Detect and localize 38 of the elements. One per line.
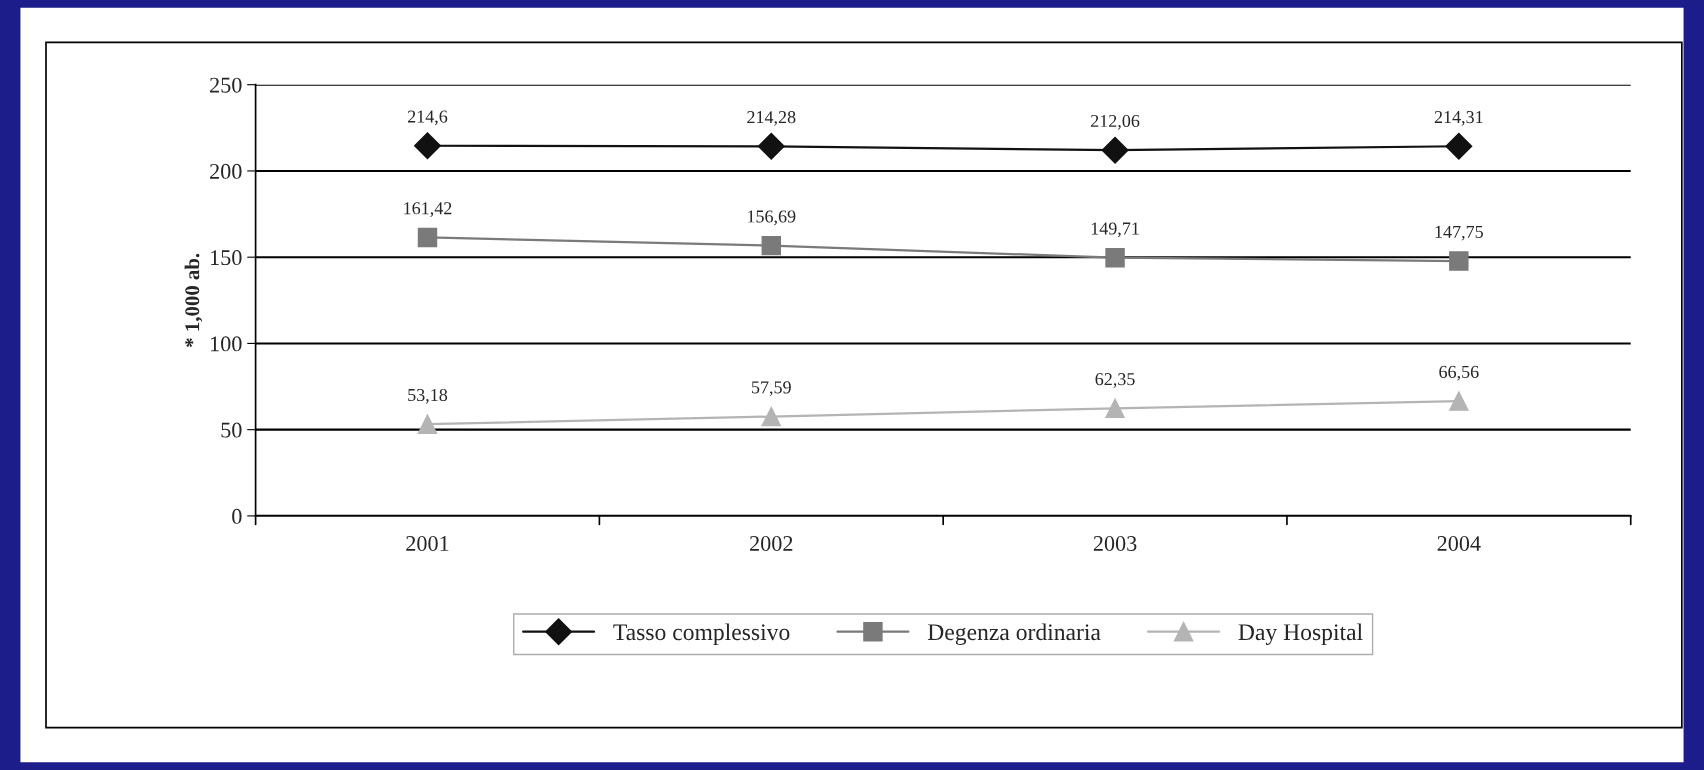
legend-label: Tasso complessivo (613, 623, 790, 645)
x-tick-label: 2004 (1437, 535, 1481, 551)
data-label: 149,71 (1091, 222, 1139, 238)
point (1449, 391, 1469, 411)
point (414, 132, 441, 160)
point (1101, 136, 1129, 164)
data-label: 66,56 (1439, 365, 1479, 381)
legend-label: Degenza ordinaria (927, 623, 1101, 646)
y-tick-label: 250 (210, 77, 242, 93)
data-label: 214,31 (1434, 111, 1483, 126)
point (417, 414, 438, 434)
x-tick-label: 2003 (1093, 535, 1137, 551)
point (1105, 247, 1125, 268)
data-label: 161,42 (404, 202, 452, 217)
data-label: 57,59 (752, 381, 791, 397)
x-tick-label: 2001 (406, 535, 449, 551)
y-tick-label: 50 (221, 422, 242, 438)
y-tick-label: 0 (232, 508, 242, 524)
point (1449, 251, 1469, 271)
data-label: 214,6 (407, 110, 448, 126)
point (1445, 132, 1473, 160)
y-tick-label: 100 (211, 336, 242, 352)
x-tick-label: 2002 (750, 535, 793, 551)
point (417, 227, 438, 248)
y-tick-label: 150 (211, 250, 242, 266)
data-label: 214,28 (747, 111, 796, 126)
data-label: 156,69 (748, 210, 796, 226)
point (757, 132, 785, 160)
data-label: 53,18 (408, 388, 448, 404)
data-label: 147,75 (1435, 225, 1483, 241)
point (761, 235, 781, 256)
y-axis-title: * 1,000 ab. (184, 253, 203, 347)
point (761, 406, 781, 427)
data-label: 62,35 (1095, 373, 1135, 388)
y-tick-label: 200 (210, 163, 242, 179)
data-label: 212,06 (1091, 114, 1140, 130)
point (1105, 398, 1125, 419)
legend-label: Day Hospital (1238, 623, 1363, 646)
